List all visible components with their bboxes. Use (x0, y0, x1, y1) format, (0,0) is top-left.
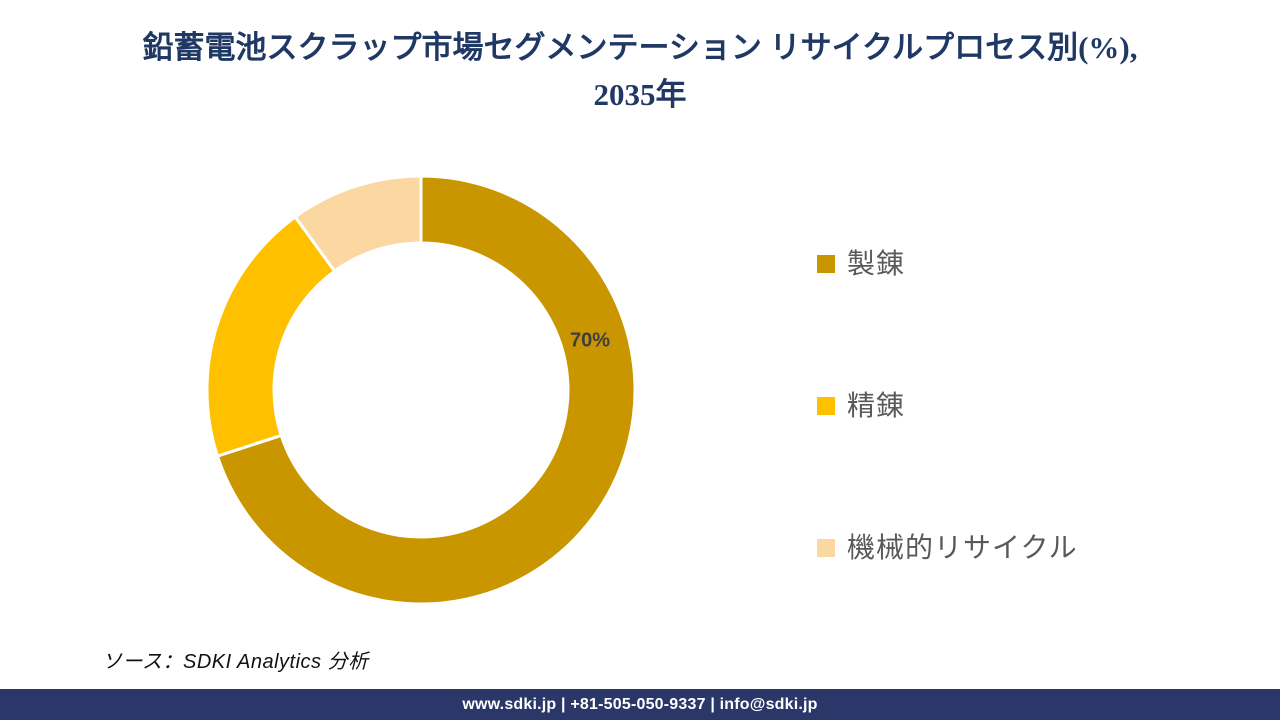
legend-swatch-refining (817, 397, 835, 415)
legend-label-mechanical-recycling: 機械的リサイクル (847, 532, 1078, 563)
donut-slice-2 (205, 215, 337, 458)
chart-legend: 製錬 精錬 機械的リサイクル (817, 245, 1078, 567)
chart-title-line-1: 鉛蓄電池スクラップ市場セグメンテーション リサイクルプロセス別(%), (142, 30, 1138, 65)
footer-bar: www.sdki.jp | +81-505-050-9337 | info@sd… (0, 689, 1280, 720)
legend-item-mechanical-recycling: 機械的リサイクル (817, 529, 1078, 567)
legend-swatch-mechanical-recycling (817, 539, 835, 557)
donut-chart (205, 174, 637, 606)
legend-label-refining: 精錬 (847, 390, 906, 421)
footer-contact-text: www.sdki.jp | +81-505-050-9337 | info@sd… (462, 695, 818, 713)
legend-swatch-smelting (817, 255, 835, 273)
legend-item-smelting: 製錬 (817, 245, 1078, 283)
slice-data-label-smelting: 70% (569, 329, 611, 352)
chart-title-line-2: 2035年 (593, 77, 687, 112)
legend-label-smelting: 製錬 (847, 248, 906, 279)
donut-slice-1 (215, 174, 637, 606)
chart-title: 鉛蓄電池スクラップ市場セグメンテーション リサイクルプロセス別(%), 2035… (0, 24, 1280, 118)
legend-item-refining: 精錬 (817, 387, 1078, 425)
donut-slice-3 (293, 174, 423, 273)
source-note: ソース：SDKI Analytics 分析 (102, 651, 369, 673)
